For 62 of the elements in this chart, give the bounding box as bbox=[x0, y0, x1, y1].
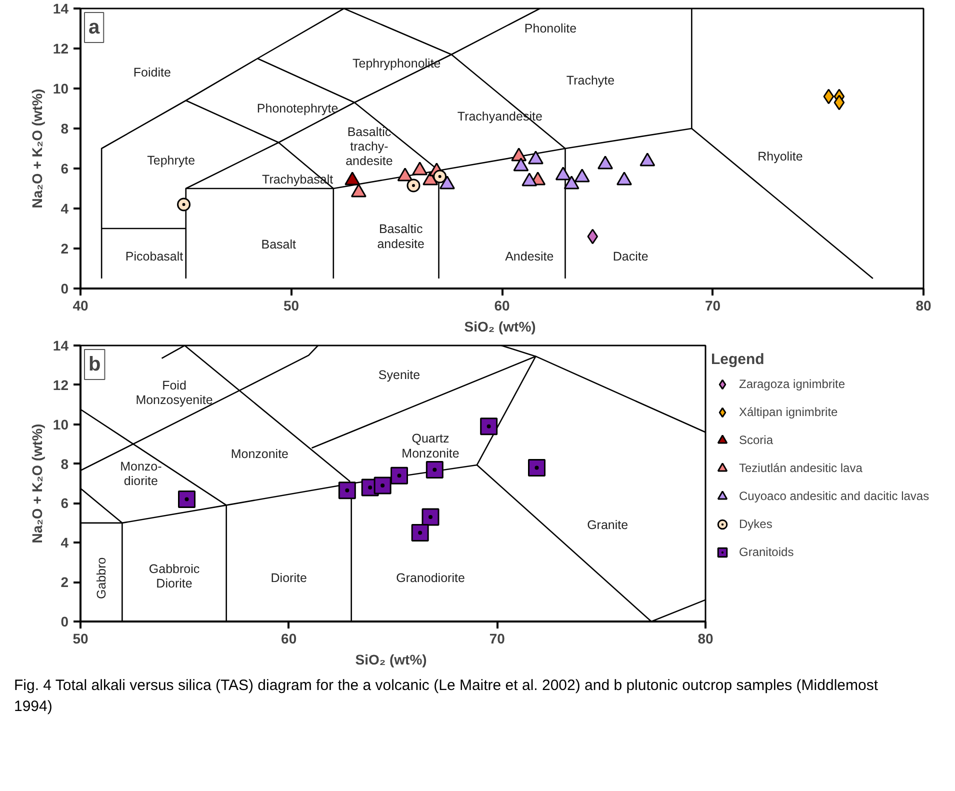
annotation: Granodiorite bbox=[396, 571, 465, 586]
y-tick-label: 12 bbox=[52, 40, 69, 56]
x-axis-title: SiO₂ (wt%) bbox=[464, 318, 536, 334]
annotation: Basaltic andesite bbox=[377, 222, 425, 251]
x-tick-label: 60 bbox=[494, 298, 510, 314]
y-tick-label: 10 bbox=[52, 416, 69, 432]
annotation: Trachyte bbox=[566, 74, 615, 88]
annotation: Dacite bbox=[612, 250, 648, 264]
annotation: Foidite bbox=[133, 66, 171, 80]
x-tick-label: 60 bbox=[281, 630, 297, 646]
legend-label: Teziutlán andesitic lava bbox=[739, 461, 862, 475]
y-tick-label: 2 bbox=[60, 240, 69, 256]
x-tick-label: 40 bbox=[72, 298, 88, 314]
y-axis-title: Na₂O + K₂O (wt%) bbox=[28, 424, 45, 544]
y-axis-title: Na₂O + K₂O (wt%) bbox=[28, 88, 45, 208]
annotation: Tephryte bbox=[147, 154, 196, 168]
y-tick-label: 8 bbox=[60, 120, 69, 136]
annotation: Syenite bbox=[378, 368, 420, 382]
x-tick-label: 50 bbox=[72, 630, 88, 646]
annotation: Monzo- diorite bbox=[120, 459, 162, 488]
x-tick-label: 70 bbox=[489, 630, 506, 646]
annotation: Quartz Monzonite bbox=[402, 432, 460, 460]
annotation: Diorite bbox=[270, 571, 307, 586]
legend-label: Scoria bbox=[739, 433, 774, 447]
legend-label: Zaragoza ignimbrite bbox=[739, 377, 846, 391]
chart-title: a bbox=[88, 16, 100, 38]
y-tick-label: 8 bbox=[60, 456, 69, 472]
y-tick-label: 2 bbox=[60, 574, 69, 590]
annotation: Rhyolite bbox=[758, 150, 803, 164]
legend-label: Cuyoaco andesitic and dacitic lavas bbox=[739, 489, 930, 503]
y-tick-label: 0 bbox=[60, 614, 69, 630]
annotation: Foid Monzosyenite bbox=[136, 378, 213, 408]
annotation: Granite bbox=[587, 518, 628, 532]
annotation: Basalt bbox=[261, 238, 297, 252]
y-tick-label: 0 bbox=[60, 280, 69, 296]
annotation: Basaltic trachy- andesite bbox=[346, 124, 393, 168]
annotation: Andesite bbox=[505, 250, 554, 264]
annotation: Gabbro bbox=[94, 557, 108, 599]
annotation: Phonotephryte bbox=[256, 102, 338, 116]
caption: Fig. 4 Total alkali versus silica (TAS) diagram for the a volcanic (Le Maitre et al. 2002) and b plutonic outcrop samples (Middlemost 1994) bbox=[14, 676, 879, 718]
annotation: Gabbroic Diorite bbox=[148, 562, 200, 591]
annotation: Picobasalt bbox=[125, 250, 184, 264]
legend-label: Xáltipan ignimbrite bbox=[739, 405, 838, 419]
x-tick-label: 50 bbox=[283, 298, 300, 314]
y-tick-label: 10 bbox=[52, 80, 69, 96]
y-tick-label: 4 bbox=[60, 534, 69, 551]
annotation: Monzonite bbox=[230, 446, 289, 461]
annotation: Phonolite bbox=[524, 22, 577, 36]
x-tick-label: 80 bbox=[916, 298, 932, 314]
y-tick-label: 14 bbox=[52, 338, 69, 354]
legend-label: Dykes bbox=[739, 517, 772, 531]
text: Granitoids bbox=[739, 545, 794, 559]
x-axis-title: SiO₂ (wt%) bbox=[355, 652, 427, 668]
y-tick-label: 6 bbox=[60, 495, 69, 512]
y-tick-label: 4 bbox=[60, 200, 69, 216]
y-tick-label: 6 bbox=[60, 160, 69, 176]
y-tick-label: 14 bbox=[52, 0, 69, 16]
y-tick-label: 12 bbox=[52, 376, 69, 393]
x-tick-label: 70 bbox=[704, 298, 721, 314]
legend-title: Legend bbox=[711, 351, 766, 368]
x-tick-label: 80 bbox=[698, 630, 714, 646]
chart-title: b bbox=[88, 354, 101, 376]
